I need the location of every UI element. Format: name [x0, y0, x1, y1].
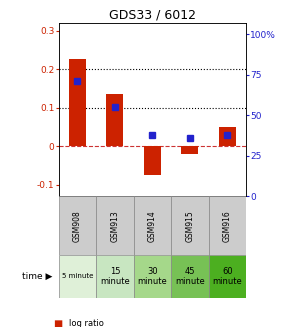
- Bar: [144, 146, 161, 175]
- Text: time ▶: time ▶: [22, 272, 53, 281]
- Bar: [209, 196, 246, 255]
- Bar: [209, 255, 246, 298]
- Bar: [219, 127, 236, 146]
- Bar: [96, 255, 134, 298]
- Bar: [171, 196, 209, 255]
- Text: GSM908: GSM908: [73, 210, 82, 242]
- Bar: [96, 196, 134, 255]
- Text: 30
minute: 30 minute: [137, 267, 167, 286]
- Bar: [134, 196, 171, 255]
- Text: 60
minute: 60 minute: [212, 267, 242, 286]
- Bar: [106, 94, 123, 146]
- Title: GDS33 / 6012: GDS33 / 6012: [109, 9, 196, 22]
- Bar: [59, 255, 96, 298]
- Text: GSM915: GSM915: [185, 210, 194, 242]
- Text: 5 minute: 5 minute: [62, 273, 93, 279]
- Text: GSM913: GSM913: [110, 210, 119, 242]
- Text: 15
minute: 15 minute: [100, 267, 130, 286]
- Text: GSM914: GSM914: [148, 210, 157, 242]
- Text: ■: ■: [53, 319, 62, 327]
- Bar: [134, 255, 171, 298]
- Bar: [69, 60, 86, 146]
- Text: 45
minute: 45 minute: [175, 267, 205, 286]
- Text: GSM916: GSM916: [223, 210, 232, 242]
- Text: log ratio: log ratio: [69, 319, 104, 327]
- Bar: [171, 255, 209, 298]
- Bar: [181, 146, 198, 154]
- Bar: [59, 196, 96, 255]
